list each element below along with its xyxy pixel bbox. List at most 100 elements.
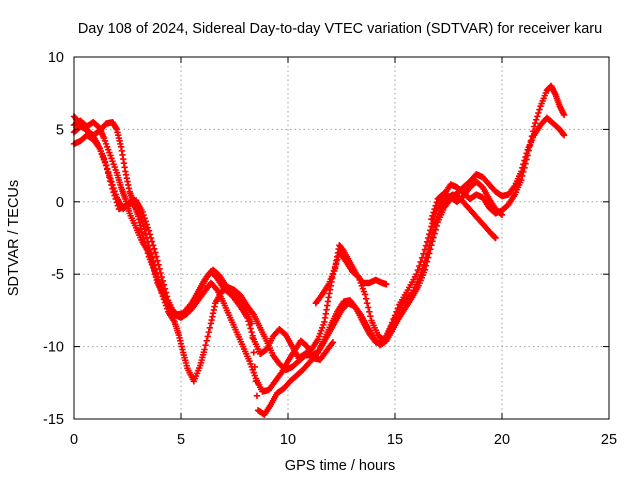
data-point [112, 191, 119, 198]
data-point [143, 246, 150, 253]
x-tick-labels: 0 5 10 15 20 25 [70, 432, 617, 448]
data-point [142, 218, 149, 225]
plot-frame [73, 56, 610, 420]
data-point [530, 123, 538, 130]
data-point [161, 285, 169, 292]
data-point [147, 234, 155, 242]
x-axis-label: GPS time / hours [285, 458, 395, 474]
data-point [428, 215, 435, 223]
x-tick-label: 15 [387, 432, 403, 448]
x-tick-label: 25 [601, 432, 617, 448]
data-point [329, 339, 337, 346]
data-point [366, 308, 373, 316]
data-point [248, 328, 255, 336]
data-point [429, 238, 436, 245]
data-point [498, 211, 506, 219]
data-point [140, 211, 147, 219]
data-point [201, 346, 208, 353]
data-point [367, 312, 374, 320]
data-point [520, 160, 527, 168]
data-point [414, 266, 422, 274]
data-point [365, 304, 372, 311]
data-point [153, 253, 160, 260]
data-point [111, 187, 118, 195]
data-point [431, 205, 438, 213]
chart-title: Day 108 of 2024, Sidereal Day-to-day VTE… [78, 21, 602, 37]
data-point [361, 291, 369, 298]
data-point [428, 242, 435, 249]
data-point [534, 113, 541, 120]
data-point [518, 176, 525, 184]
data-point [383, 281, 390, 288]
data-point [531, 119, 539, 127]
y-tick-label: 5 [56, 122, 64, 138]
data-point [522, 153, 529, 161]
y-tick-label: -5 [51, 267, 64, 283]
data-point [560, 131, 568, 139]
data-point [427, 246, 434, 253]
data-point [426, 250, 433, 257]
data-point [247, 325, 254, 332]
axis-ticks [73, 56, 610, 420]
data-point [203, 337, 210, 345]
data-point [521, 157, 528, 164]
data-point [433, 222, 440, 230]
data-point [105, 168, 112, 176]
data-point [252, 378, 260, 385]
data-point [142, 230, 149, 237]
data-point [108, 178, 115, 185]
data-point [148, 238, 156, 245]
data-point [157, 269, 164, 277]
data-point [107, 175, 114, 182]
data-point [413, 271, 420, 278]
data-point [416, 262, 423, 270]
data-point [431, 230, 438, 237]
data-point [141, 239, 148, 246]
data-point [144, 224, 152, 231]
data-point [100, 155, 108, 162]
data-point [362, 295, 370, 303]
data-point [152, 249, 159, 256]
x-tick-label: 20 [494, 432, 510, 448]
data-point [536, 106, 543, 113]
data-point [421, 266, 429, 274]
data-point [248, 320, 255, 327]
data-point [142, 242, 149, 250]
data-point [101, 158, 109, 165]
data-point [140, 235, 147, 242]
y-tick-label: -15 [43, 412, 64, 428]
y-tick-label: 10 [48, 50, 64, 66]
data-point [533, 116, 540, 123]
data-point [139, 231, 146, 239]
data-point [430, 209, 437, 216]
data-point [155, 261, 162, 268]
data-point [535, 109, 542, 117]
data-point [433, 199, 440, 206]
data-point [206, 324, 214, 331]
data-point [144, 250, 152, 257]
data-point [424, 254, 432, 261]
data-point [519, 164, 526, 171]
data-point [103, 165, 111, 172]
data-point [518, 168, 525, 175]
y-axis-label: SDTVAR / TECUs [6, 180, 22, 296]
data-point [497, 210, 505, 218]
data-point [432, 226, 439, 233]
data-point [202, 341, 209, 349]
data-point [423, 238, 431, 246]
data-point [146, 231, 154, 238]
data-point [422, 262, 430, 269]
data-point [432, 202, 439, 209]
data-point [250, 349, 257, 356]
x-tick-label: 10 [280, 432, 296, 448]
data-point [162, 289, 170, 296]
data-point [423, 258, 431, 265]
data-point [429, 212, 436, 219]
y-tick-label: 0 [56, 195, 64, 211]
data-points [70, 82, 568, 418]
data-point [110, 184, 117, 192]
data-point [149, 242, 157, 249]
data-point [151, 245, 158, 253]
data-point [106, 172, 113, 179]
